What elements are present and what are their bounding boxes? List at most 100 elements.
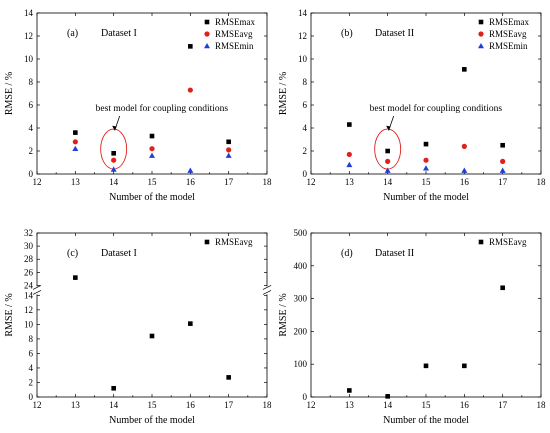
y-tick-label: 8 bbox=[29, 334, 34, 344]
data-point-RMSEavg bbox=[226, 375, 231, 380]
y-tick-label: 2 bbox=[29, 146, 34, 156]
x-tick-label: 18 bbox=[537, 400, 547, 410]
axis-break-mark bbox=[262, 285, 272, 290]
data-point-RMSEavg bbox=[500, 285, 505, 291]
data-point-RMSEavg bbox=[187, 87, 193, 93]
y-tick-label: 6 bbox=[29, 100, 34, 110]
data-point-RMSEavg bbox=[423, 363, 429, 369]
x-tick-label: 16 bbox=[460, 177, 470, 187]
panel-label: (d) bbox=[341, 248, 353, 259]
y-tick-label: 6 bbox=[303, 100, 308, 110]
y-tick-label: 30 bbox=[24, 241, 34, 251]
data-point-RMSEavg bbox=[423, 157, 429, 163]
y-axis-title: RMSE / % bbox=[278, 293, 289, 336]
y-tick-label: 0 bbox=[303, 392, 308, 402]
data-point-RMSEavg bbox=[149, 146, 155, 152]
legend-marker bbox=[204, 43, 210, 49]
y-tick-label: 12 bbox=[24, 305, 33, 315]
x-tick-label: 17 bbox=[224, 177, 234, 187]
chart-panel-c: 12 13 14 15 16 17 18024681012142426283032Numbe… bbox=[4, 228, 272, 426]
x-tick-label: 13 bbox=[71, 400, 81, 410]
data-point-RMSEavg bbox=[346, 151, 352, 158]
legend-label: RMSEavg bbox=[215, 29, 253, 39]
x-tick-label: 15 bbox=[422, 177, 432, 187]
x-tick-label: 14 bbox=[109, 177, 119, 187]
data-point-RMSEavg bbox=[226, 147, 232, 153]
x-tick-label: 14 bbox=[383, 400, 393, 410]
chart-panel-a: 12 13 14 15 16 17 18 0 2 4 6 8 10 12 14 Number of the m… bbox=[4, 8, 272, 203]
data-point-RMSEavg bbox=[149, 333, 155, 339]
x-tick-label: 13 bbox=[71, 177, 81, 187]
annotation-arrowhead bbox=[112, 125, 117, 131]
y-tick-label: 500 bbox=[294, 228, 308, 238]
x-tick-label: 14 bbox=[109, 400, 119, 410]
y-tick-label: 0 bbox=[29, 169, 34, 179]
y-tick-label: 4 bbox=[29, 123, 34, 133]
y-axis-title: RMSE / % bbox=[278, 72, 289, 115]
dataset-label: Dataset I bbox=[101, 28, 137, 39]
data-point-RMSEavg bbox=[461, 143, 467, 149]
x-tick-label: 13 bbox=[345, 400, 355, 410]
data-point-RMSEavg bbox=[111, 157, 117, 163]
data-point-RMSEavg bbox=[385, 394, 390, 399]
dataset-label: Dataset I bbox=[101, 248, 137, 259]
y-tick-label: 12 bbox=[24, 31, 33, 41]
x-tick-label: 14 bbox=[383, 177, 393, 187]
data-point-RMSEavg bbox=[111, 385, 116, 391]
data-point-RMSEmax bbox=[385, 148, 390, 154]
annotation-text: best model for coupling conditions bbox=[370, 103, 503, 114]
y-tick-label: 28 bbox=[24, 254, 34, 264]
y-tick-label: 12 bbox=[298, 31, 307, 41]
legend-label: RMSEmin bbox=[489, 41, 528, 51]
legend-marker bbox=[478, 19, 484, 25]
x-tick-label: 17 bbox=[224, 400, 234, 410]
data-point-RMSEmin bbox=[110, 166, 117, 172]
legend-marker bbox=[478, 43, 484, 49]
legend-marker bbox=[204, 19, 210, 25]
axis-break-gap bbox=[34, 286, 40, 295]
y-tick-label: 4 bbox=[29, 363, 34, 373]
legend-label: RMSEmin bbox=[215, 41, 254, 51]
data-point-RMSEavg bbox=[500, 158, 506, 164]
data-point-RMSEmin bbox=[187, 167, 194, 173]
panel-label: (a) bbox=[67, 28, 78, 39]
data-point-RMSEavg bbox=[347, 388, 352, 393]
legend-label: RMSEmax bbox=[215, 17, 256, 27]
y-tick-label: 10 bbox=[298, 54, 308, 64]
chart-panel-b: 12 13 14 15 16 17 18 0 2 4 6 8 10 12 14 Number of the m… bbox=[278, 8, 546, 203]
data-point-RMSEmin bbox=[346, 161, 353, 168]
panel-label: (b) bbox=[341, 28, 353, 39]
data-point-RMSEavg bbox=[72, 139, 78, 145]
data-point-RMSEmax bbox=[73, 130, 78, 135]
x-tick-label: 16 bbox=[186, 400, 196, 410]
data-point-RMSEmax bbox=[111, 151, 116, 156]
x-tick-label: 15 bbox=[148, 177, 158, 187]
y-tick-label: 24 bbox=[24, 280, 34, 290]
data-point-RMSEmin bbox=[499, 167, 506, 173]
y-tick-label: 100 bbox=[294, 359, 308, 369]
y-tick-label: 14 bbox=[298, 8, 308, 18]
dataset-label: Dataset II bbox=[375, 28, 414, 39]
y-tick-label: 300 bbox=[294, 294, 308, 304]
data-point-RMSEavg bbox=[73, 275, 78, 280]
data-point-RMSEavg bbox=[462, 363, 467, 369]
x-tick-label: 18 bbox=[263, 400, 273, 410]
y-tick-label: 0 bbox=[303, 169, 308, 179]
chart-panel-d: 12 13 14 15 16 17 18 0 100 200 300 400 500 Number of … bbox=[278, 228, 546, 426]
y-tick-label: 400 bbox=[294, 261, 308, 271]
data-point-RMSEmax bbox=[188, 44, 193, 49]
data-point-RMSEmax bbox=[347, 122, 352, 127]
x-tick-label: 13 bbox=[345, 177, 355, 187]
y-tick-label: 8 bbox=[29, 77, 34, 87]
data-point-RMSEmax bbox=[462, 67, 467, 72]
data-point-RMSEmax bbox=[500, 142, 505, 148]
dataset-label: Dataset II bbox=[375, 248, 414, 259]
x-tick-label: 17 bbox=[498, 400, 508, 410]
x-tick-label: 16 bbox=[460, 400, 470, 410]
x-axis-title: Number of the model bbox=[383, 415, 469, 426]
x-axis-title: Number of the model bbox=[383, 192, 469, 203]
data-point-RMSEmin bbox=[149, 152, 155, 158]
x-axis-title: Number of the model bbox=[109, 192, 195, 203]
y-tick-label: 2 bbox=[29, 377, 34, 387]
